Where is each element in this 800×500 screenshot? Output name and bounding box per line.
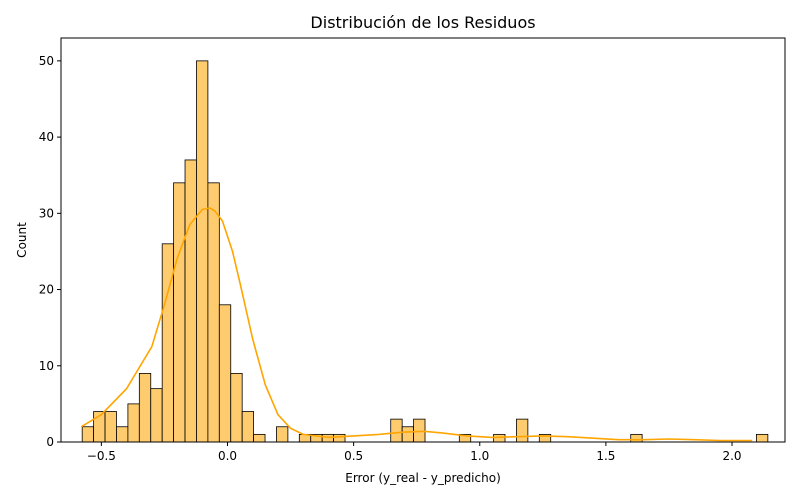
histogram-bar xyxy=(81,426,95,443)
histogram-bar xyxy=(104,411,117,443)
x-axis-ticks: −0.5 0.0 0.5 1.0 1.5 2.0 xyxy=(87,442,742,463)
x-tick-label: 1.0 xyxy=(470,449,489,463)
histogram-bar xyxy=(401,426,414,443)
x-axis-label: Error (y_real - y_predicho) xyxy=(345,471,501,485)
x-tick-label: −0.5 xyxy=(87,449,116,463)
histogram-bar xyxy=(333,433,346,443)
x-tick-label: 0.5 xyxy=(344,449,363,463)
histogram-bar xyxy=(127,403,140,443)
y-tick-label: 50 xyxy=(39,54,54,68)
histogram-bar xyxy=(390,418,403,443)
histogram-bar xyxy=(116,426,129,443)
x-tick-label: 2.0 xyxy=(722,449,741,463)
kde-curve xyxy=(80,207,753,442)
y-axis-ticks: 0 10 20 30 40 50 xyxy=(39,54,61,449)
histogram-bar xyxy=(253,433,266,443)
chart-title: Distribución de los Residuos xyxy=(310,13,535,32)
y-tick-label: 40 xyxy=(39,130,54,144)
histogram-bar xyxy=(276,426,289,443)
x-tick-label: 1.5 xyxy=(596,449,615,463)
y-tick-label: 10 xyxy=(39,359,54,373)
histogram-bar xyxy=(218,304,232,443)
y-tick-label: 0 xyxy=(46,435,54,449)
y-tick-label: 30 xyxy=(39,206,54,220)
histogram-bar xyxy=(161,243,175,443)
histogram-bar xyxy=(184,159,197,443)
histogram-bar xyxy=(516,418,529,443)
histogram-bar xyxy=(173,182,186,443)
histogram-bar xyxy=(138,372,152,443)
histogram-bar xyxy=(756,433,769,443)
histogram-bar xyxy=(241,411,255,443)
histogram-bar xyxy=(150,388,163,443)
histogram-bar xyxy=(230,372,243,443)
histogram-bar xyxy=(630,433,643,443)
y-axis-label: Count xyxy=(15,222,29,258)
histogram-bar xyxy=(196,60,209,443)
histogram-bars xyxy=(81,60,769,443)
histogram-bar xyxy=(207,182,220,443)
histogram-bar xyxy=(321,433,334,443)
x-tick-label: 0.0 xyxy=(218,449,237,463)
histogram-bar xyxy=(493,433,506,443)
y-tick-label: 20 xyxy=(39,283,54,297)
plot-frame xyxy=(60,37,786,443)
